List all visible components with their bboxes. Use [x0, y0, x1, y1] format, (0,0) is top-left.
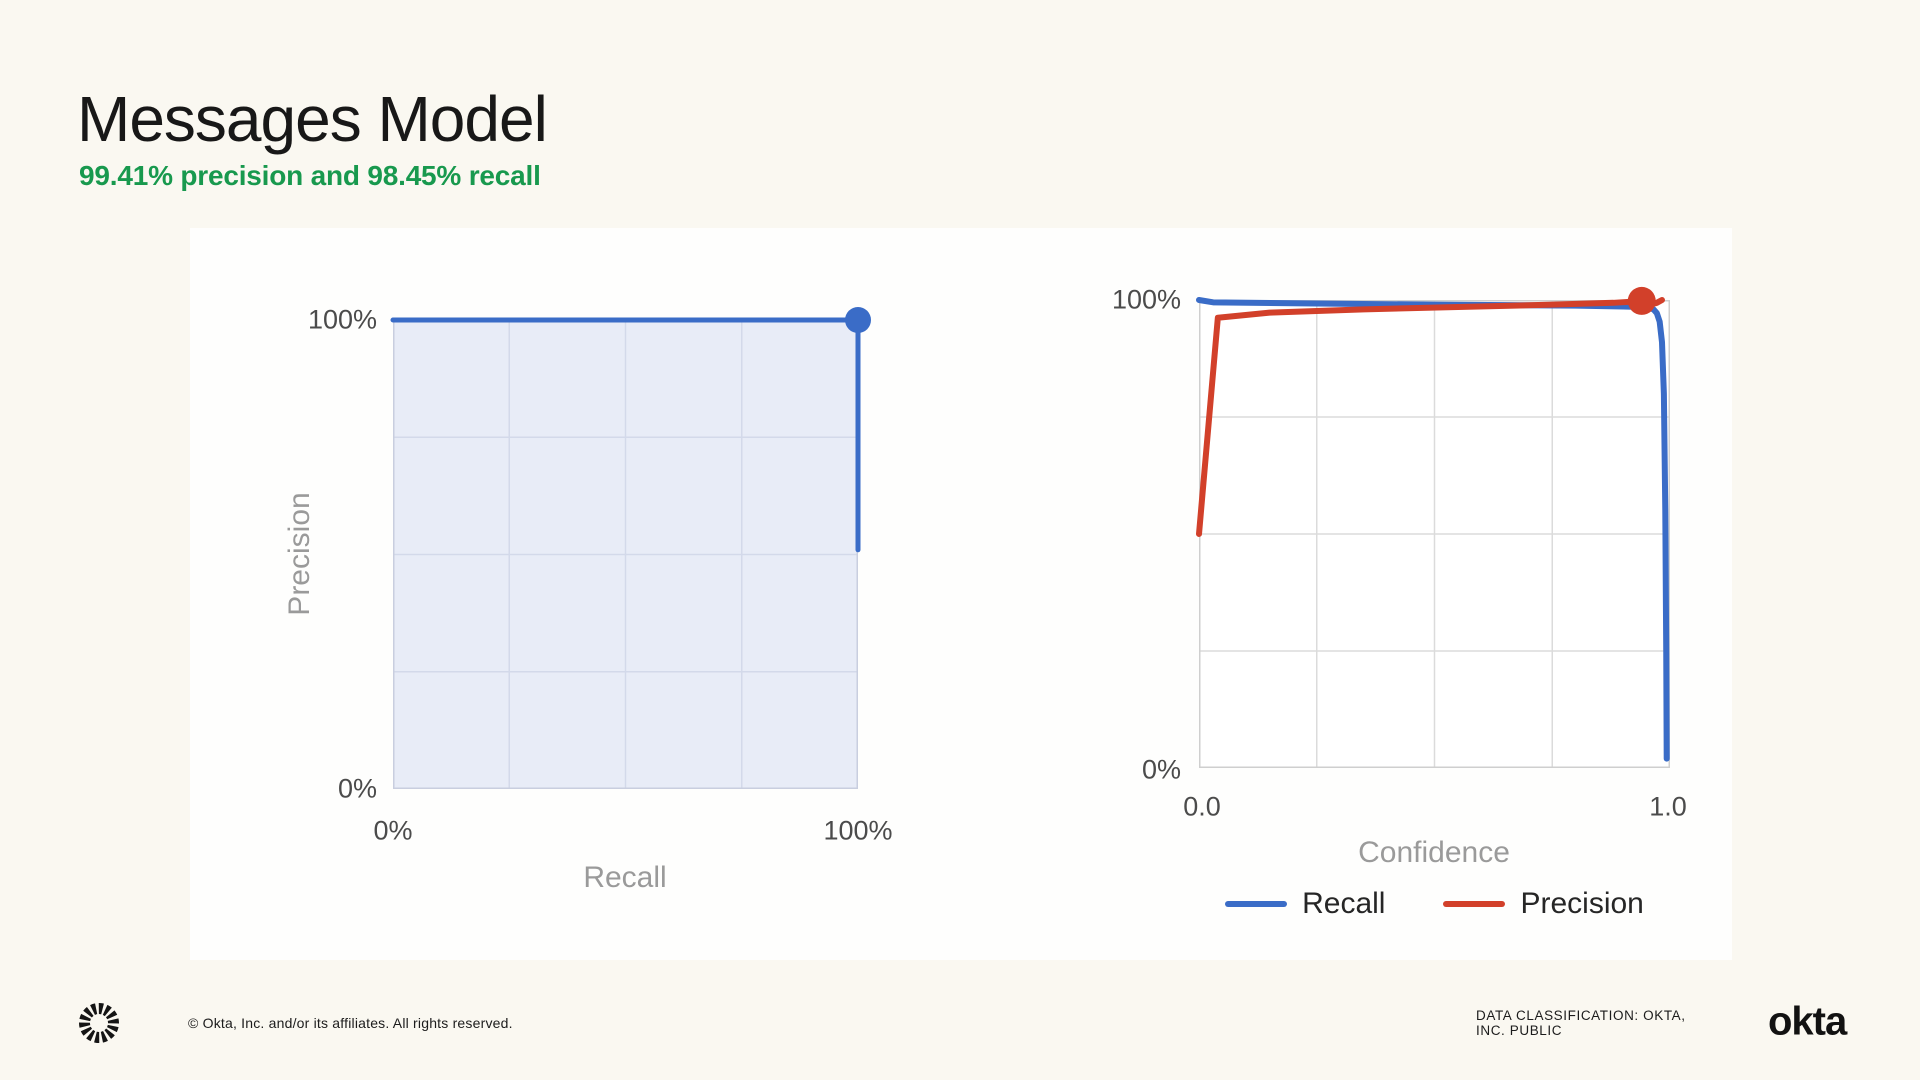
- pr-xaxis-title: Recall: [583, 861, 667, 894]
- chart-legend: Recall Precision: [1199, 884, 1670, 924]
- conf-xtick-1: 1.0: [1649, 791, 1687, 822]
- conf-ytick-0: 0%: [1141, 754, 1181, 785]
- pr-xtick-100: 100%: [823, 815, 893, 846]
- legend-item-precision: Precision: [1443, 887, 1644, 921]
- okta-logo: okta: [1768, 999, 1847, 1044]
- page-subtitle: 99.41% precision and 98.45% recall: [79, 160, 541, 191]
- footer-copyright: © Okta, Inc. and/or its affiliates. All …: [188, 1015, 513, 1031]
- conf-xtick-0: 0.0: [1183, 791, 1221, 822]
- footer-classification: DATA CLASSIFICATION: OKTA, INC. PUBLIC: [1476, 1008, 1686, 1038]
- pr-xtick-0: 0%: [373, 815, 413, 846]
- conf-ytick-100: 100%: [1111, 284, 1181, 315]
- recall-line-swatch: [1225, 901, 1288, 907]
- okta-spinner-icon: [79, 1003, 119, 1043]
- precision-recall-chart: [390, 307, 871, 789]
- pr-ytick-100: 100%: [307, 304, 377, 335]
- conf-xaxis-title: Confidence: [1358, 836, 1510, 869]
- legend-label-recall: Recall: [1302, 887, 1386, 920]
- legend-item-recall: Recall: [1225, 887, 1385, 921]
- page-title: Messages Model: [77, 83, 548, 155]
- pr-ytick-0: 0%: [337, 773, 377, 804]
- precision-line-swatch: [1443, 901, 1506, 907]
- confidence-chart: [1196, 286, 1670, 768]
- legend-label-precision: Precision: [1520, 887, 1644, 920]
- pr-yaxis-title: Precision: [283, 492, 316, 616]
